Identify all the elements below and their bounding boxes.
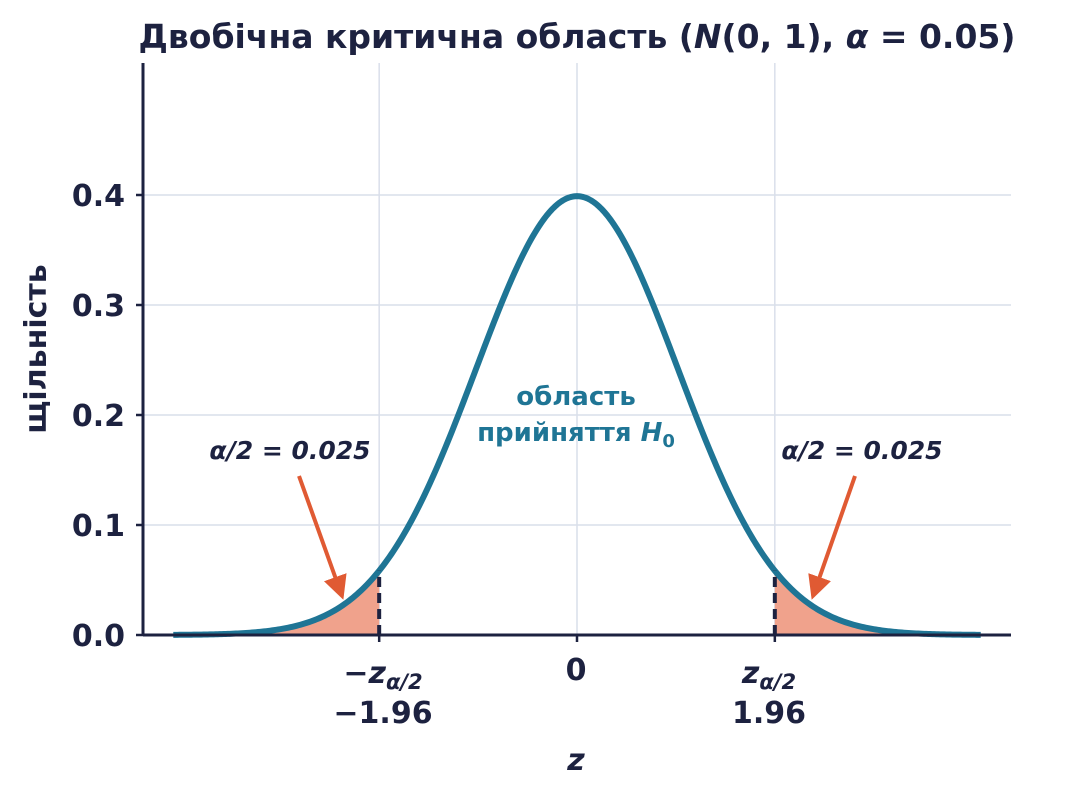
ytick-label: 0.1 — [72, 509, 125, 544]
xtick-right-value: 1.96 — [732, 696, 806, 731]
right-tail-label: α/2 = 0.025 — [781, 436, 942, 465]
right-tail-area — [774, 570, 981, 635]
critical-lines — [377, 570, 777, 635]
ytick-label: 0.2 — [72, 399, 125, 434]
left-tail-arrow — [297, 475, 347, 600]
x-axis-label: z — [566, 743, 585, 778]
xtick-left-symbol: −zα/2 — [343, 656, 422, 694]
grid — [143, 63, 1011, 636]
xtick-left-value: −1.96 — [333, 696, 432, 731]
right-tail-arrow — [808, 475, 857, 600]
acceptance-region-label-line1: область — [516, 382, 636, 412]
density-curve — [172, 193, 982, 638]
ytick-label: 0.3 — [72, 289, 125, 324]
y-axis-label: щільність — [19, 264, 54, 434]
acceptance-region-label-line2: прийняття H0 — [477, 418, 675, 452]
ytick-label: 0.0 — [72, 619, 125, 654]
left-tail-area — [173, 570, 380, 635]
chart-title: Двобічна критична область (N(0, 1), α = … — [139, 17, 1016, 56]
ytick-label: 0.4 — [72, 179, 125, 214]
xtick-right-symbol: zα/2 — [741, 656, 796, 694]
critical-region-fill — [173, 570, 981, 635]
xtick-center: 0 — [566, 653, 587, 688]
left-tail-label: α/2 = 0.025 — [209, 436, 370, 465]
y-ticks: 0.0 0.1 0.2 0.3 0.4 — [72, 179, 777, 654]
